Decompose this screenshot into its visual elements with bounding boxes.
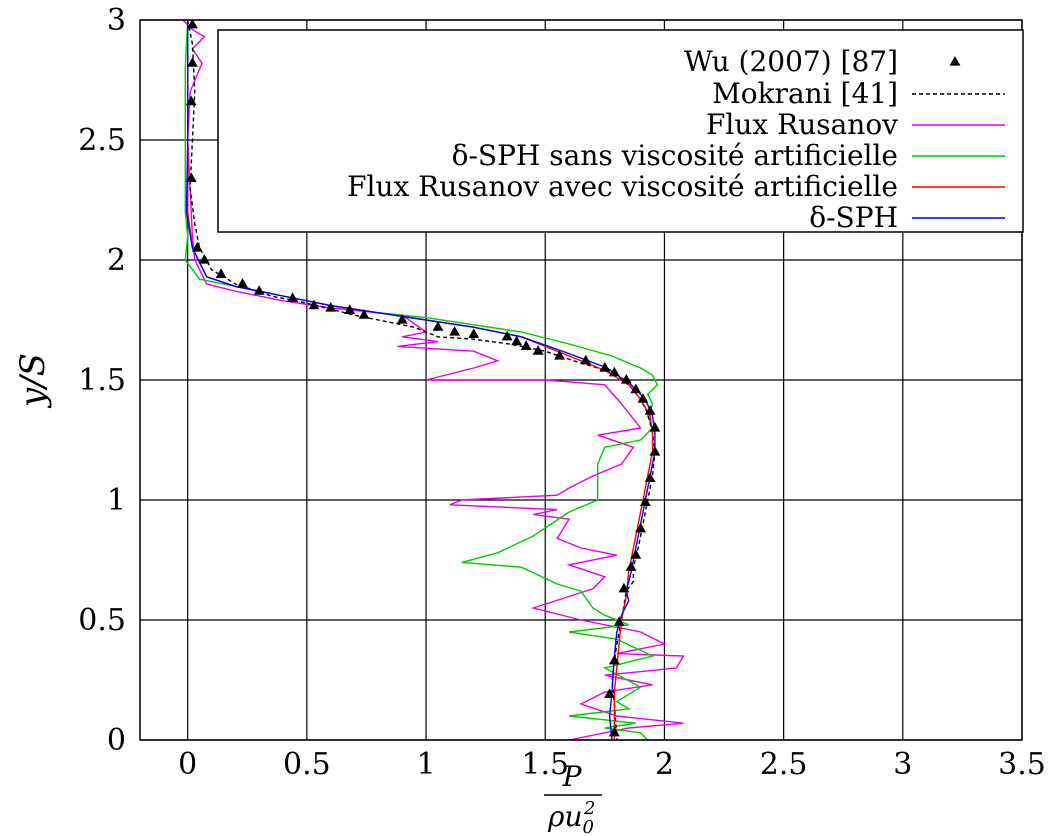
data-point-marker	[187, 57, 198, 67]
data-point-marker	[630, 549, 642, 559]
y-tick-label: 2	[107, 243, 126, 278]
x-axis-label-numerator: P	[562, 760, 583, 793]
plot-frame	[139, 19, 1023, 741]
tick-labels: 0 0.5 1 1.5 2 2.5 3 3.5 0 0.5 1 1.5 2 2.5 3	[78, 3, 1046, 782]
data-point-marker	[618, 582, 630, 593]
data-point-marker	[325, 302, 337, 312]
data-point-marker	[185, 95, 197, 106]
data-point-marker	[198, 254, 210, 264]
x-tick-label: 2	[655, 747, 674, 782]
data-point-marker	[308, 299, 320, 310]
data-point-marker	[639, 496, 651, 506]
data-point-marker	[396, 314, 408, 324]
legend-label: Wu (2007) [87]	[684, 45, 898, 78]
data-point-marker	[237, 278, 248, 288]
y-tick-label: 3	[107, 3, 126, 38]
data-point-marker	[191, 242, 203, 252]
data-point-marker	[620, 374, 632, 384]
data-point-marker	[644, 405, 656, 415]
data-point-marker	[185, 172, 197, 182]
x-tick-label: 1	[417, 747, 436, 782]
legend-label: δ-SPH sans viscosité artificielle	[452, 139, 898, 172]
series-2-line	[182, 19, 685, 741]
data-point-marker	[511, 335, 523, 346]
x-axis-label-denominator: ρu02	[547, 798, 595, 836]
legend-label: Flux Rusanov avec viscosité artificielle	[347, 170, 898, 203]
legend-label: Mokrani [41]	[712, 77, 898, 110]
legend-label: δ-SPH	[809, 201, 898, 234]
y-tick-label: 1	[107, 483, 126, 518]
data-point-marker	[608, 366, 620, 377]
data-point-marker	[215, 268, 227, 278]
data-point-marker	[449, 326, 461, 336]
x-tick-label: 3.5	[998, 747, 1046, 782]
data-point-marker	[599, 362, 611, 372]
y-tick-label: 1.5	[78, 363, 126, 398]
data-point-marker	[613, 616, 625, 626]
data-point-marker	[635, 522, 646, 533]
data-point-marker	[532, 345, 544, 355]
series-1-line	[187, 19, 656, 741]
x-axis-label: P ρu02	[544, 760, 602, 836]
legend-label: Flux Rusanov	[706, 108, 898, 141]
y-tick-label: 0.5	[78, 603, 126, 638]
data-point-marker	[644, 472, 656, 482]
data-point-marker	[604, 688, 616, 698]
data-point-marker	[649, 422, 661, 432]
x-tick-label: 0.5	[283, 747, 331, 782]
data-point-marker	[608, 654, 620, 665]
data-point-marker	[625, 561, 637, 571]
data-point-marker	[358, 309, 370, 319]
data-point-marker	[344, 304, 356, 314]
data-point-marker	[630, 383, 642, 394]
x-tick-label: 2.5	[760, 747, 808, 782]
data-point-marker	[580, 354, 592, 365]
series-0-markers	[185, 18, 661, 737]
data-point-marker	[187, 18, 198, 29]
data-point-marker	[468, 328, 480, 338]
data-point-marker	[637, 393, 649, 403]
data-point-marker	[432, 321, 444, 331]
legend-box	[217, 29, 1024, 233]
legend-marker-triangle	[949, 56, 961, 66]
data-point-marker	[554, 350, 565, 360]
legend: Wu (2007) [87]Mokrani [41]Flux Rusanovδ-…	[217, 29, 1024, 234]
data-point-marker	[287, 292, 298, 302]
x-tick-label: 0	[178, 747, 197, 782]
data-point-marker	[608, 726, 620, 737]
y-tick-label: 0	[107, 723, 126, 758]
x-tick-label: 3	[893, 747, 912, 782]
series-layer	[182, 18, 685, 741]
y-tick-label: 2.5	[78, 123, 126, 158]
y-axis-label: y/S	[13, 353, 53, 409]
x-tick-label: 1.5	[521, 747, 569, 782]
data-point-marker	[253, 285, 265, 295]
data-point-marker	[649, 446, 661, 456]
data-point-marker	[520, 340, 532, 350]
data-point-marker	[501, 330, 513, 341]
